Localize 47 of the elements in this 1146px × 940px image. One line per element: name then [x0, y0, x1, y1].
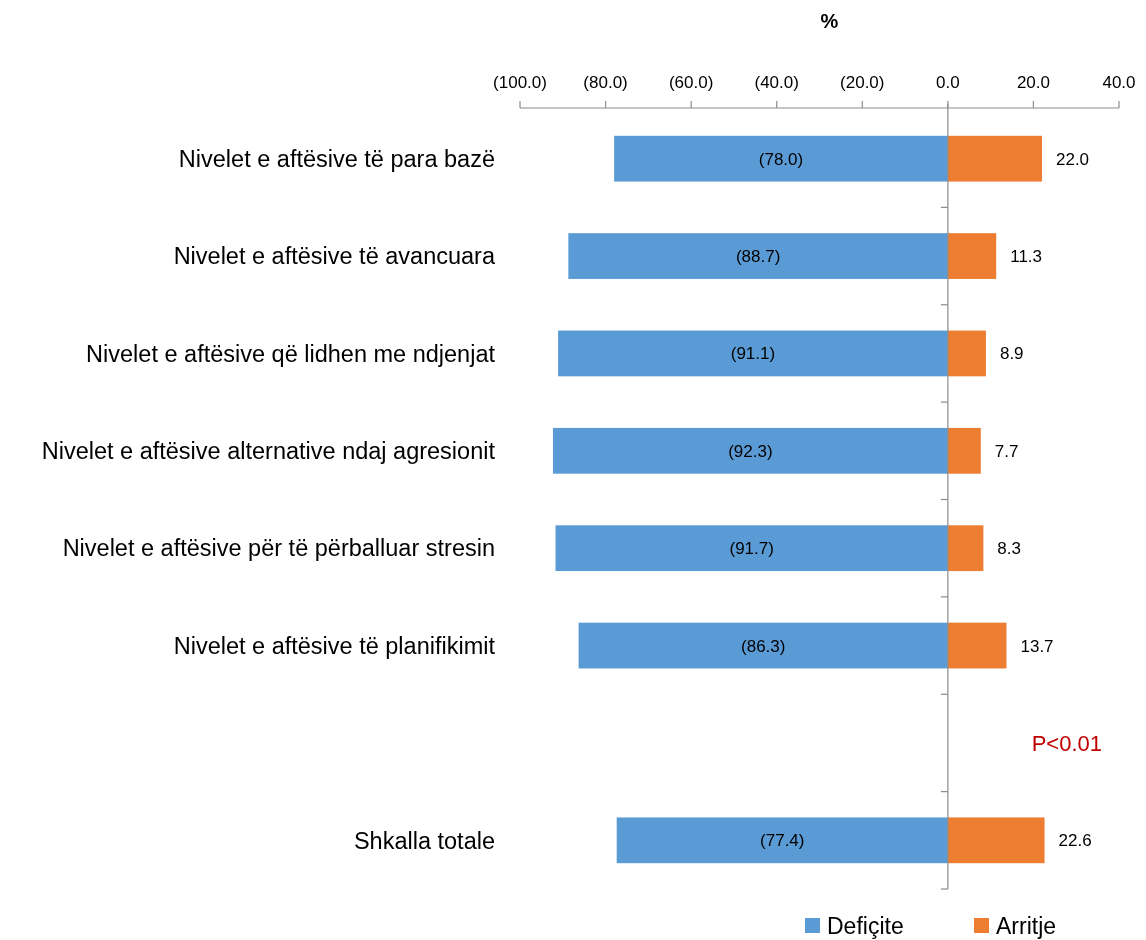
x-tick-label: 0.0: [936, 73, 960, 92]
legend-label: Defiçite: [827, 913, 904, 940]
bar: [616, 817, 948, 864]
x-tick-label: (60.0): [668, 73, 714, 92]
x-tick-label: (80.0): [583, 73, 628, 92]
data-label: 22.6: [1058, 831, 1092, 851]
bar: [947, 233, 997, 279]
y-tick-label: Nivelet e aftësive të avancuara: [173, 243, 496, 270]
data-label: 11.3: [1010, 247, 1043, 267]
bar: [947, 817, 1045, 864]
bar: [947, 427, 981, 474]
data-label: 8.3: [997, 539, 1022, 559]
data-label: 7.7: [994, 441, 1019, 461]
data-label: 8.9: [999, 344, 1024, 364]
legend-label: Arritje: [996, 913, 1057, 940]
x-tick-label: (20.0): [840, 73, 885, 92]
bar: [552, 427, 948, 474]
bar: [947, 525, 984, 572]
y-tick-label: Nivelet e aftësive të para bazë: [178, 145, 495, 172]
bar: [947, 330, 986, 377]
bar: [555, 525, 948, 572]
data-label: 22.0: [1055, 149, 1090, 169]
x-tick-label: 20.0: [1016, 73, 1050, 92]
x-axis-title: %: [820, 10, 839, 32]
data-label: (78.0): [758, 149, 804, 169]
data-label: (77.4): [760, 831, 805, 851]
x-tick-label: (100.0): [493, 73, 547, 92]
bar: [614, 135, 948, 182]
data-label: 13.7: [1020, 636, 1054, 656]
y-tick-label: Nivelet e aftësive alternative ndaj agresionit: [41, 438, 496, 465]
bar: [947, 622, 1007, 669]
bar: [947, 135, 1042, 182]
bar: [578, 622, 948, 669]
bar: [558, 330, 948, 377]
data-label: (91.1): [730, 344, 776, 364]
annotation: P<0.01: [1031, 730, 1102, 756]
data-label: (86.3): [741, 636, 786, 656]
y-tick-label: Nivelet e aftësive që lidhen me ndjenjat: [86, 340, 496, 367]
y-tick-label: Nivelet e aftësive për të përballuar stresin: [62, 535, 495, 562]
x-tick-label: (40.0): [754, 73, 799, 92]
bar: [568, 233, 948, 279]
data-label: (92.3): [728, 441, 773, 461]
data-label: (91.7): [729, 539, 774, 559]
y-tick-label: Shkalla totale: [353, 827, 495, 854]
x-tick-label: 40.0: [1102, 73, 1136, 92]
data-label: (88.7): [735, 247, 781, 267]
y-tick-label: Nivelet e aftësive të planifikimit: [173, 632, 496, 659]
